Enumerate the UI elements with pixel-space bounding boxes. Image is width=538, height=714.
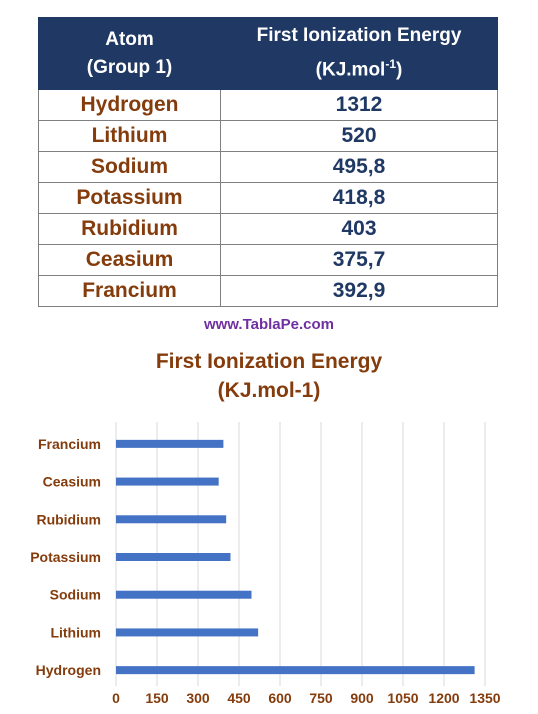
table-row: Francium 392,9 xyxy=(38,275,498,307)
bar-sodium xyxy=(116,590,252,599)
bar-potassium xyxy=(116,553,231,561)
atom-name-cell: Lithium xyxy=(38,120,221,152)
atom-header-line1: Atom xyxy=(105,28,154,50)
table-row: Hydrogen 1312 xyxy=(38,89,498,121)
y-category-label: Lithium xyxy=(50,624,101,640)
table-row: Rubidium 403 xyxy=(38,213,498,245)
table-row: Ceasium 375,7 xyxy=(38,244,498,276)
atom-name-cell: Sodium xyxy=(38,151,221,183)
atom-name-cell: Rubidium xyxy=(38,213,221,245)
energy-header-superscript: -1 xyxy=(385,57,397,72)
energy-value-cell: 375,7 xyxy=(220,244,498,276)
energy-value-cell: 1312 xyxy=(220,89,498,121)
atom-name-cell: Francium xyxy=(38,275,221,307)
table-row: Sodium 495,8 xyxy=(38,151,498,183)
x-tick-label: 1200 xyxy=(428,690,459,706)
website-url: www.TablaPe.com xyxy=(203,316,335,333)
x-tick-label: 600 xyxy=(268,690,292,706)
bar-chart: 0 150 300 450 600 750 900 1050 1200 1350 Francium C… xyxy=(30,422,501,706)
table-body: Hydrogen 1312 Lithium 520 Sodium 495,8 Potassi… xyxy=(38,89,498,307)
atom-header-line2: (Group 1) xyxy=(86,56,173,78)
chart-title-line1: First Ionization Energy xyxy=(155,350,383,373)
x-tick-label: 1050 xyxy=(387,690,418,706)
y-category-label: Hydrogen xyxy=(36,662,101,678)
table-row: Lithium 520 xyxy=(38,120,498,152)
atom-name-cell: Ceasium xyxy=(38,244,221,276)
x-tick-label: 0 xyxy=(112,690,120,706)
bar-francium xyxy=(116,439,224,448)
x-tick-label: 300 xyxy=(186,690,210,706)
atom-name-cell: Potassium xyxy=(38,182,221,214)
energy-header-unit: (KJ.mol xyxy=(315,59,386,81)
x-tick-label: 150 xyxy=(145,690,169,706)
y-category-label: Francium xyxy=(38,436,101,452)
chart-title: First Ionization Energy (KJ.mol-1) xyxy=(0,347,538,405)
bar-ceasium xyxy=(116,477,219,486)
x-tick-label: 450 xyxy=(227,690,251,706)
atom-column-header: Atom (Group 1) xyxy=(38,17,221,90)
energy-value-cell: 392,9 xyxy=(220,275,498,307)
energy-value-cell: 418,8 xyxy=(220,182,498,214)
table-row: Potassium 418,8 xyxy=(38,182,498,214)
energy-column-header: First Ionization Energy (KJ.mol-1) xyxy=(220,17,498,90)
bar-hydrogen xyxy=(116,666,475,675)
bar-rubidium xyxy=(116,515,227,524)
y-category-label: Potassium xyxy=(30,549,101,565)
bar-lithium xyxy=(116,628,259,637)
ionization-energy-table: Atom (Group 1) First Ionization Energy (… xyxy=(38,17,498,307)
y-category-label: Sodium xyxy=(50,587,101,603)
energy-header-close: ) xyxy=(396,59,403,81)
energy-value-cell: 495,8 xyxy=(220,151,498,183)
energy-value-cell: 403 xyxy=(220,213,498,245)
y-category-label: Ceasium xyxy=(43,474,101,490)
chart-title-line2: (KJ.mol-1) xyxy=(217,379,321,402)
energy-value-cell: 520 xyxy=(220,120,498,152)
x-tick-label: 750 xyxy=(309,690,333,706)
x-tick-label: 900 xyxy=(350,690,374,706)
energy-header-line1: First Ionization Energy xyxy=(256,25,462,47)
x-tick-label: 1350 xyxy=(469,690,500,706)
y-category-label: Rubidium xyxy=(36,511,101,527)
atom-name-cell: Hydrogen xyxy=(38,89,221,121)
table-header-row: Atom (Group 1) First Ionization Energy (… xyxy=(38,17,498,90)
